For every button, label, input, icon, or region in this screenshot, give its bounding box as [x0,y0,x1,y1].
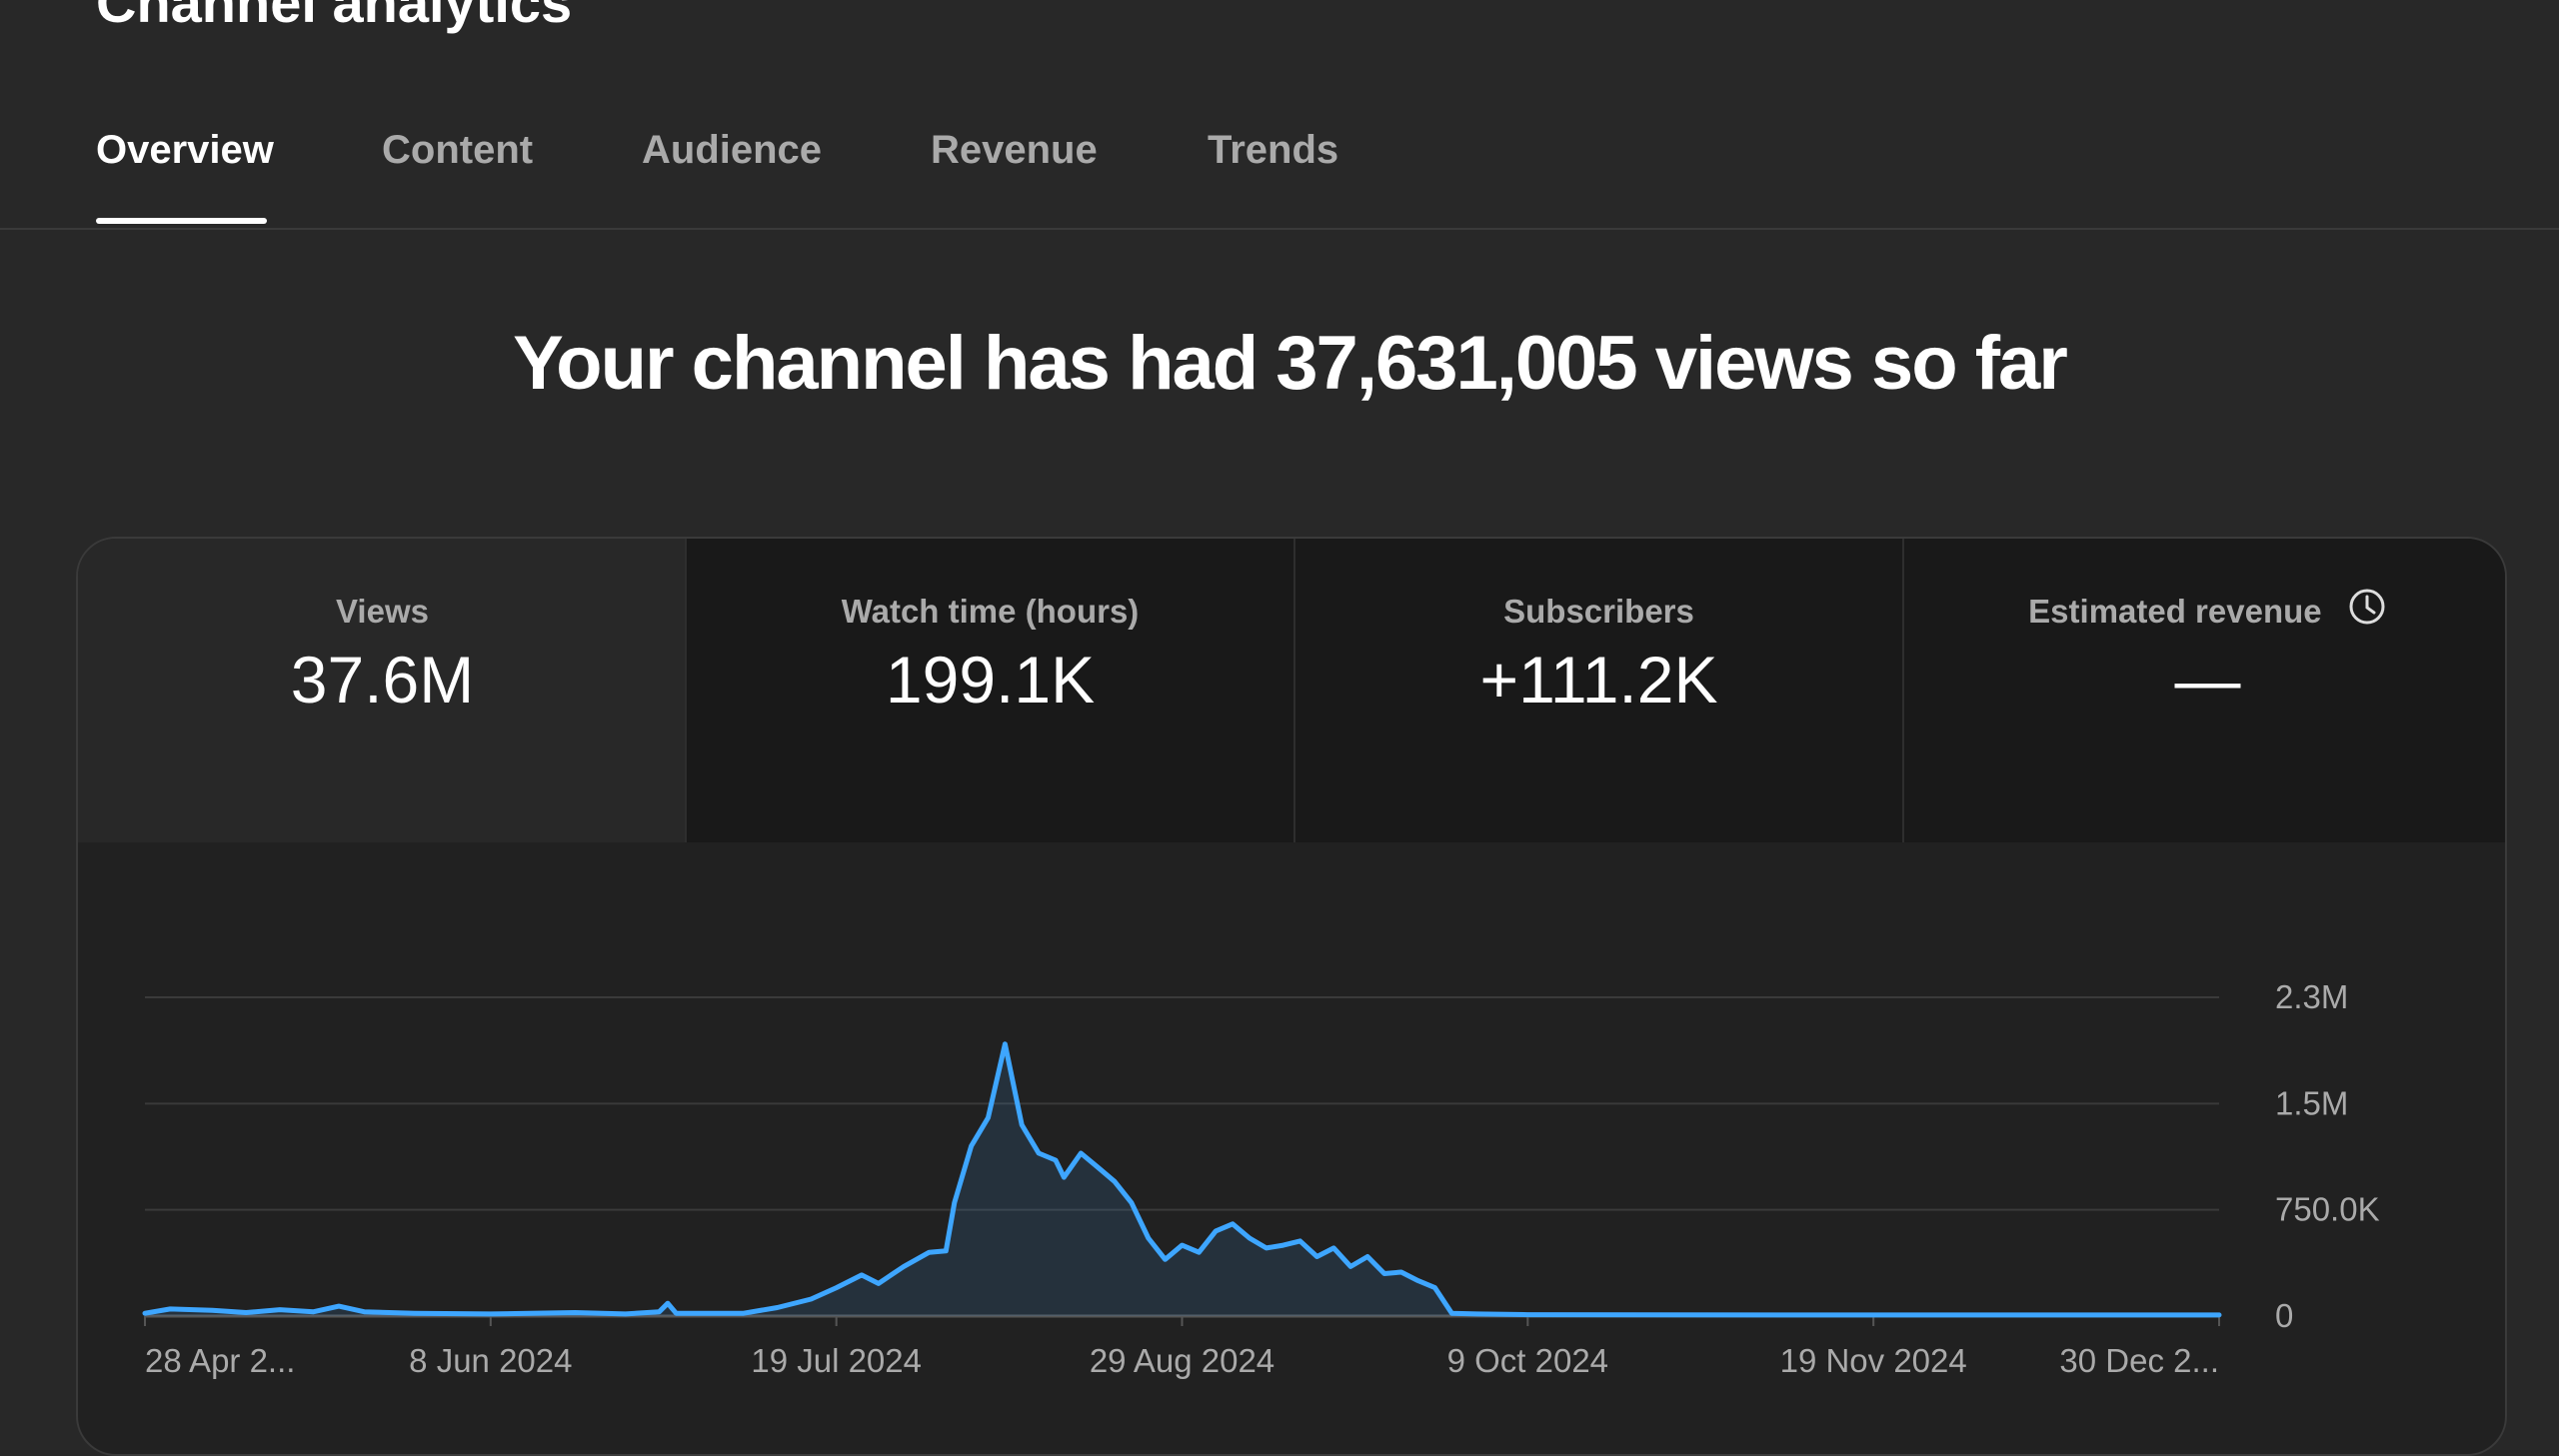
data-point [860,1273,864,1277]
metric-estimated-revenue[interactable]: Estimated revenue — [1902,539,2505,842]
data-point [1096,1165,1100,1169]
data-point [312,1310,316,1314]
data-point [1062,1175,1066,1179]
data-point [1248,1236,1252,1240]
data-point [1281,1243,1285,1247]
data-point [809,1297,813,1301]
tab-bar: Overview Content Audience Revenue Trends [0,0,2559,230]
data-point [1037,1151,1041,1155]
data-point [1298,1239,1302,1243]
data-point [143,1311,147,1315]
data-point [1331,1246,1335,1250]
data-point [1265,1246,1269,1250]
data-point [1348,1264,1352,1268]
metric-label: Subscribers [1503,593,1694,630]
y-tick-label: 750.0K [2275,1191,2380,1228]
data-point [278,1308,282,1312]
data-point [413,1311,417,1315]
data-point [1433,1286,1437,1290]
data-point [1365,1255,1369,1259]
data-point [1231,1222,1235,1226]
x-tick-label: 28 Apr 2... [145,1342,295,1379]
data-point [1382,1272,1386,1276]
data-point [658,1310,662,1314]
data-point [2217,1313,2221,1317]
metric-label: Watch time (hours) [841,593,1140,630]
data-point [1525,1313,1529,1317]
data-point [337,1304,341,1308]
data-point [666,1301,670,1305]
metric-subscribers[interactable]: Subscribers +111.2K [1293,539,1902,842]
data-point [1871,1313,1875,1317]
x-tick-label: 29 Aug 2024 [1090,1342,1275,1379]
data-point [624,1312,628,1316]
data-point [1003,1042,1007,1046]
data-point [1164,1257,1168,1261]
tab-overview[interactable]: Overview [96,128,274,172]
data-point [244,1311,248,1315]
metric-label-text: Estimated revenue [2028,593,2322,630]
data-point [1416,1279,1420,1283]
data-point [1399,1270,1403,1274]
x-tick-label: 9 Oct 2024 [1447,1342,1608,1379]
views-headline: Your channel has had 37,631,005 views so… [513,321,2068,406]
tab-content[interactable]: Content [382,128,534,172]
metric-value: +111.2K [1479,643,1718,717]
x-tick-label: 19 Jul 2024 [751,1342,922,1379]
metric-value: 199.1K [885,643,1096,717]
data-point [674,1311,678,1315]
data-point [1130,1201,1134,1205]
data-point [1197,1250,1201,1254]
metric-value: 37.6M [290,643,475,717]
data-point [1147,1236,1151,1240]
data-point [573,1311,577,1315]
data-point [1315,1255,1319,1259]
data-point [1020,1123,1024,1127]
data-point [489,1312,493,1316]
clock-icon[interactable] [2347,587,2387,635]
data-point [776,1306,780,1310]
data-point [987,1116,991,1120]
page-title: Channel analytics [96,0,573,34]
data-point [1214,1229,1218,1233]
tab-revenue[interactable]: Revenue [931,128,1098,172]
tab-trends[interactable]: Trends [1208,128,1339,172]
data-point [953,1201,957,1205]
x-tick-label: 30 Dec 2... [2059,1342,2219,1379]
metric-label: Estimated revenue [1904,589,2505,635]
active-tab-indicator [96,218,267,224]
data-point [944,1249,948,1253]
data-point [1054,1158,1058,1162]
data-point [877,1281,881,1285]
data-point [1475,1312,1479,1316]
data-point [1449,1311,1453,1315]
x-tick-label: 8 Jun 2024 [409,1342,572,1379]
tab-audience[interactable]: Audience [642,128,823,172]
metric-value: — [2174,643,2241,717]
y-tick-label: 2.3M [2275,978,2348,1015]
y-tick-label: 1.5M [2275,1084,2348,1121]
data-point [1079,1151,1083,1155]
metric-watch-time[interactable]: Watch time (hours) 199.1K [685,539,1293,842]
data-point [970,1144,974,1148]
data-point [928,1250,932,1254]
y-tick-label: 0 [2275,1297,2293,1334]
views-area [145,1043,2219,1316]
views-series-line [142,1041,2222,1318]
data-point [835,1286,839,1290]
data-point [1181,1243,1185,1247]
data-point [211,1308,215,1312]
metric-views[interactable]: Views 37.6M [78,539,687,842]
metric-label: Views [336,593,429,630]
x-tick-label: 19 Nov 2024 [1780,1342,1967,1379]
data-point [902,1264,906,1268]
data-point [362,1310,366,1314]
data-point [1113,1179,1117,1183]
data-point [742,1311,746,1315]
data-point [168,1307,172,1311]
